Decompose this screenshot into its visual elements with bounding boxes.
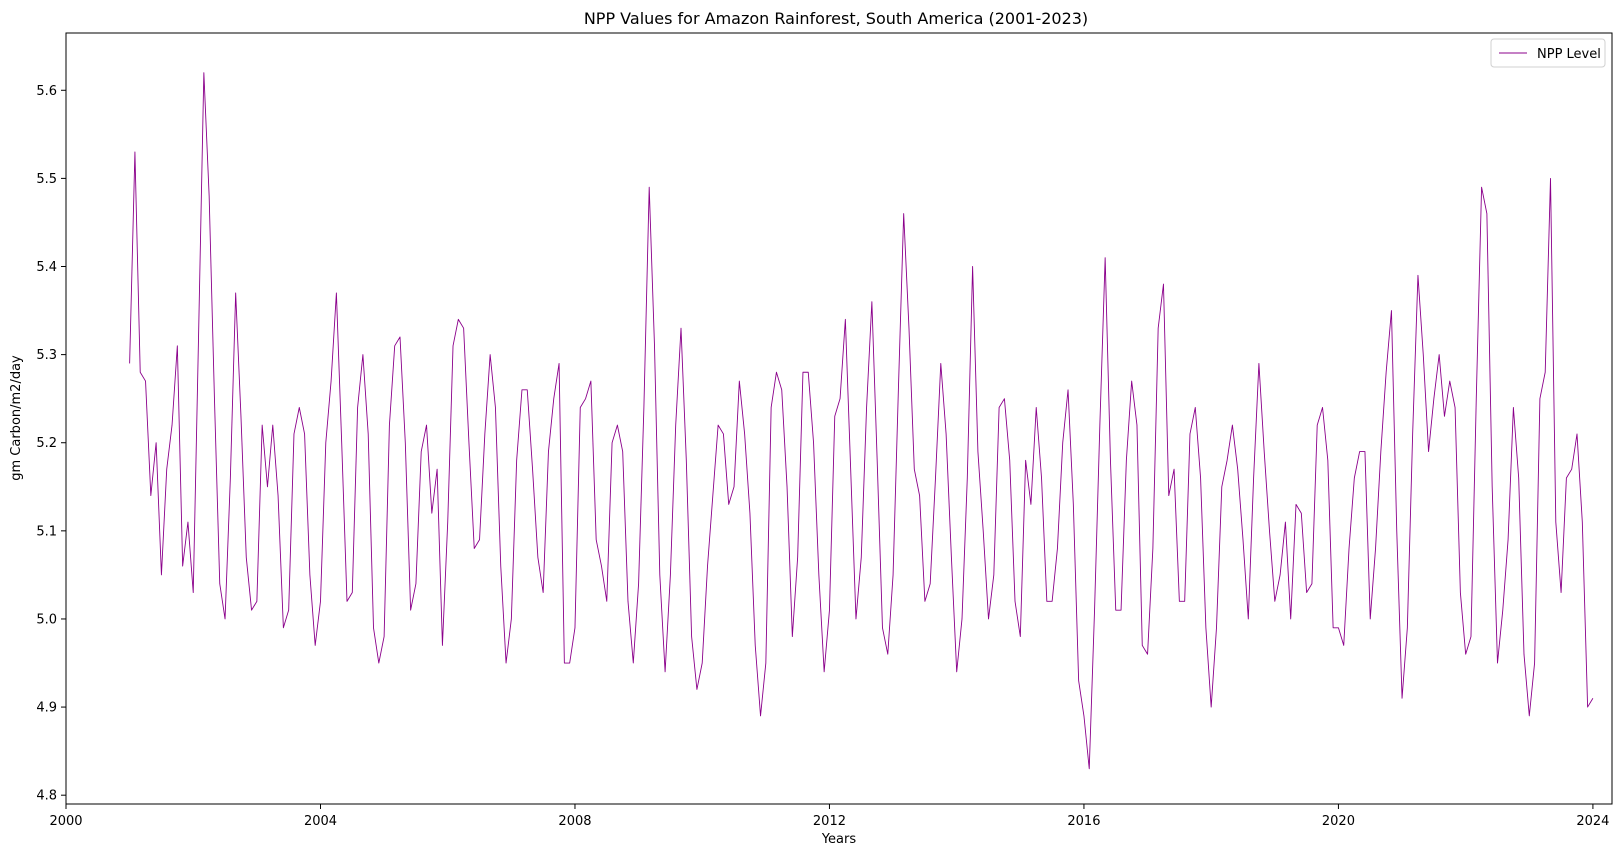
- y-axis: 4.8 4.9 5.0 5.1 5.2 5.3 5.4 5.5 5.6: [36, 84, 66, 804]
- y-tick-label: 5.1: [36, 524, 57, 539]
- legend-box: [1490, 38, 1606, 68]
- legend-label-npp-level: NPP Level: [1537, 47, 1601, 62]
- x-axis-title: Years: [821, 832, 857, 847]
- chart-title: NPP Values for Amazon Rainforest, South …: [584, 9, 1088, 28]
- npp-level-series-line: [129, 72, 1594, 770]
- y-tick-label: 4.9: [36, 701, 57, 716]
- plot-frame: [65, 32, 1613, 805]
- x-axis: 2000 2004 2008 2012 2016 2020 2024: [49, 804, 1609, 829]
- y-tick-label: 4.8: [36, 789, 57, 804]
- y-tick-label: 5.0: [36, 612, 57, 627]
- y-tick-label: 5.5: [36, 172, 57, 187]
- y-axis-title: gm Carbon/m2/day: [9, 355, 24, 481]
- x-tick-label: 2020: [1322, 814, 1355, 829]
- y-tick-label: 5.3: [36, 348, 57, 363]
- legend: NPP Level: [1490, 38, 1606, 68]
- x-tick-label: 2024: [1576, 814, 1609, 829]
- x-tick-label: 2008: [558, 814, 591, 829]
- y-tick-label: 5.2: [36, 436, 57, 451]
- y-tick-label: 5.6: [36, 84, 57, 99]
- y-tick-label: 5.4: [36, 260, 57, 275]
- x-tick-label: 2000: [49, 814, 82, 829]
- x-tick-label: 2004: [304, 814, 337, 829]
- x-tick-label: 2016: [1067, 814, 1100, 829]
- x-tick-label: 2012: [813, 814, 846, 829]
